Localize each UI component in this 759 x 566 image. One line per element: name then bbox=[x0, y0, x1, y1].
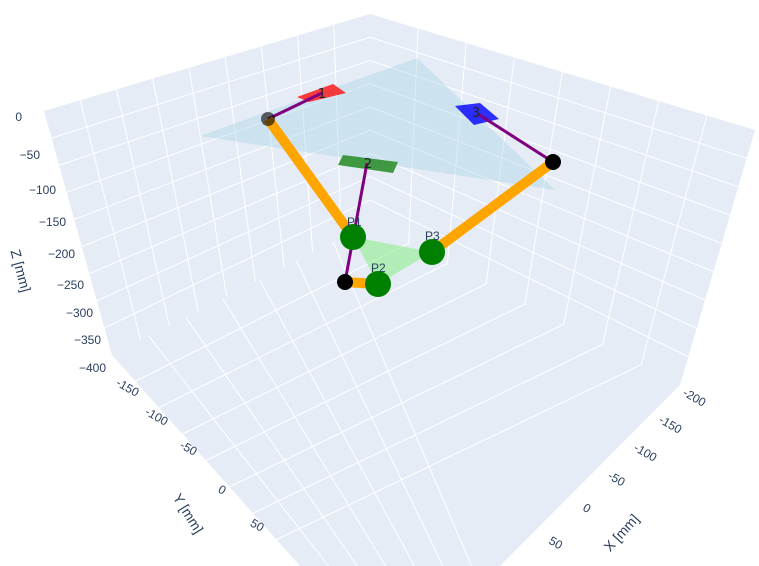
gridline bbox=[369, 129, 714, 273]
gridline bbox=[81, 129, 371, 248]
gridline bbox=[152, 78, 199, 312]
gridline bbox=[276, 364, 642, 541]
gridline bbox=[182, 283, 487, 435]
z-tick-0: 0 bbox=[15, 110, 22, 124]
y-tick-4: 50 bbox=[248, 516, 267, 535]
gridline bbox=[369, 59, 739, 188]
gridline bbox=[205, 303, 526, 461]
gridline bbox=[258, 279, 415, 566]
gridline bbox=[524, 71, 563, 305]
x-tick-1: -150 bbox=[657, 412, 685, 436]
gridline bbox=[369, 199, 689, 358]
rod-2 bbox=[343, 162, 369, 283]
gridline bbox=[485, 57, 515, 284]
motor-2-label: 2 bbox=[364, 157, 372, 172]
gridline bbox=[104, 199, 371, 329]
gridline bbox=[66, 83, 371, 193]
z-tick-5: −250 bbox=[57, 278, 84, 292]
right-wall-grid bbox=[369, 28, 747, 365]
gridline bbox=[158, 263, 448, 409]
z-axis-ticks: 0 −50 −100 −150 −200 −250 −300 −350 −400 bbox=[15, 110, 106, 375]
y-axis-title: Y [mm] bbox=[170, 490, 207, 536]
link-3 bbox=[429, 157, 556, 257]
x-tick-4: 0 bbox=[581, 500, 594, 516]
back-wall-grid bbox=[51, 24, 371, 341]
z-tick-8: −400 bbox=[79, 361, 106, 375]
point-label-p2: P2 bbox=[371, 261, 386, 275]
gridline bbox=[408, 28, 419, 244]
gridline bbox=[333, 24, 342, 238]
knee-1 bbox=[261, 112, 275, 126]
motor-1-label: 1 bbox=[318, 87, 326, 102]
gridline bbox=[447, 42, 467, 264]
gridline bbox=[51, 36, 371, 139]
gridline bbox=[79, 100, 142, 341]
rod-3 bbox=[477, 112, 554, 164]
gridline bbox=[135, 242, 409, 382]
rod-1 bbox=[267, 91, 323, 121]
motor-3-label: 3 bbox=[472, 106, 480, 121]
gridline bbox=[58, 59, 371, 166]
gridline bbox=[229, 323, 564, 488]
z-tick-3: −150 bbox=[39, 215, 66, 229]
z-tick-6: −300 bbox=[66, 306, 93, 320]
gridline bbox=[74, 106, 371, 220]
gridline bbox=[369, 176, 697, 329]
x-tick-0: -200 bbox=[681, 385, 709, 409]
z-tick-2: −100 bbox=[29, 183, 56, 197]
gridline bbox=[563, 86, 612, 325]
gridline bbox=[260, 46, 285, 268]
gridline bbox=[297, 35, 314, 253]
effector-joint-p3 bbox=[419, 239, 445, 265]
gridline bbox=[148, 335, 329, 566]
gridline bbox=[332, 241, 472, 566]
point-label-p1: P1 bbox=[347, 215, 362, 229]
effector-joint-p2 bbox=[365, 271, 391, 297]
y-tick-3: 0 bbox=[216, 482, 229, 498]
x-tick-3: -50 bbox=[606, 468, 628, 489]
link-1 bbox=[263, 116, 358, 240]
gridline bbox=[640, 115, 708, 365]
gridline bbox=[222, 298, 387, 566]
point-label-p3: P3 bbox=[425, 229, 440, 243]
gridline bbox=[369, 152, 706, 301]
floor-pane bbox=[112, 223, 680, 566]
z-tick-4: −200 bbox=[48, 247, 75, 261]
x-tick-2: -100 bbox=[632, 440, 660, 464]
gridline bbox=[89, 152, 371, 275]
gridline bbox=[369, 36, 747, 159]
z-tick-1: −50 bbox=[20, 148, 41, 162]
gridline bbox=[224, 57, 256, 282]
gridline bbox=[602, 100, 660, 345]
floor-grid bbox=[135, 241, 642, 566]
knee-2 bbox=[337, 274, 353, 290]
gridline bbox=[295, 260, 444, 566]
x-tick-5: 50 bbox=[547, 533, 566, 552]
gridline bbox=[369, 106, 722, 244]
gridline bbox=[115, 89, 170, 326]
z-tick-7: −350 bbox=[74, 333, 101, 347]
z-axis-title: Z [mm] bbox=[7, 248, 34, 294]
back-wall-pane bbox=[44, 14, 370, 355]
gridline bbox=[252, 344, 603, 514]
x-axis-title: X [mm] bbox=[601, 511, 643, 555]
effector-joint-p1 bbox=[340, 224, 366, 250]
base-triangle-plane bbox=[200, 58, 555, 190]
gridline bbox=[188, 67, 228, 297]
gridline bbox=[369, 83, 731, 216]
gridline bbox=[185, 317, 358, 566]
knee-3 bbox=[545, 154, 561, 170]
